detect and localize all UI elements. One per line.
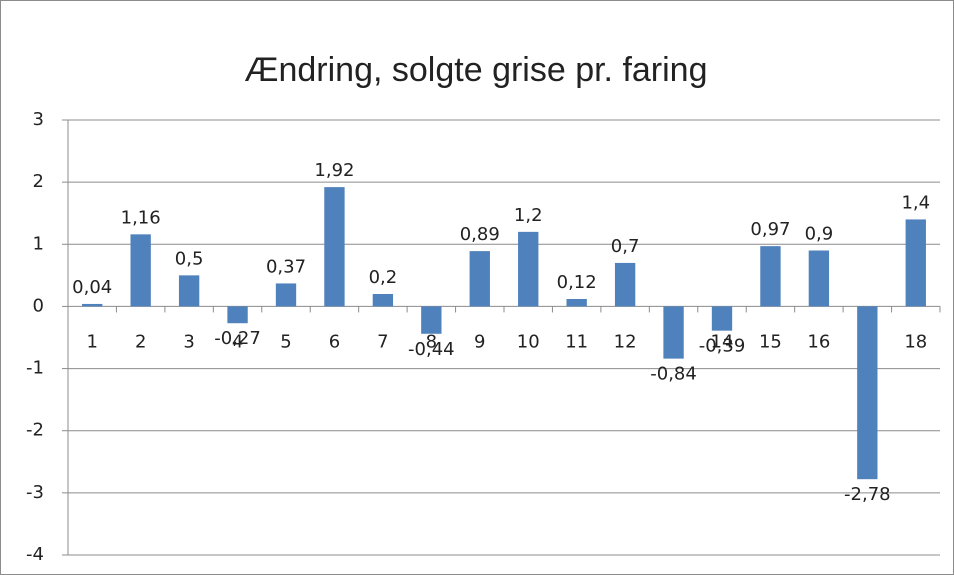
y-tick-label: -1 (26, 358, 44, 379)
x-tick-label: 11 (565, 331, 588, 352)
y-tick-label: -4 (26, 544, 44, 565)
bar (82, 303, 103, 307)
bar (227, 306, 248, 324)
value-label: 0,5 (175, 248, 204, 269)
x-tick-label: 14 (711, 331, 734, 352)
x-tick-label: 16 (807, 331, 830, 352)
x-tick-label: 8 (426, 331, 437, 352)
bar (130, 234, 151, 307)
bar (421, 306, 442, 334)
value-label: -2,78 (844, 484, 891, 505)
bar (905, 219, 926, 307)
value-label: 1,92 (314, 160, 354, 181)
chart-title: Ændring, solgte grise pr. faring (244, 51, 707, 89)
bar (614, 262, 636, 307)
bar (275, 283, 297, 307)
value-label: -0,44 (408, 339, 455, 360)
value-label: 1,16 (121, 207, 161, 228)
x-tick-label: 7 (377, 331, 388, 352)
bar (711, 306, 733, 331)
x-tick-label: 18 (904, 331, 927, 352)
bar (566, 298, 587, 307)
value-label: 0,9 (805, 224, 834, 245)
x-tick-label: 1 (86, 331, 97, 352)
value-label: -0,27 (214, 328, 261, 349)
x-tick-label: 4 (232, 331, 243, 352)
x-tick-label: 3 (183, 331, 194, 352)
value-label: 1,4 (901, 192, 930, 213)
y-tick-label: -3 (26, 482, 44, 503)
bar (372, 294, 394, 307)
value-label: 0,37 (266, 256, 306, 277)
y-tick-label: 2 (33, 171, 44, 192)
value-label: -0,84 (650, 364, 697, 385)
x-tick-label: 5 (280, 331, 291, 352)
x-tick-label: 2 (135, 331, 146, 352)
value-label: 0,7 (611, 236, 640, 257)
value-label: 0,04 (72, 277, 112, 298)
y-tick-label: -2 (26, 420, 44, 441)
value-label: 0,97 (750, 219, 790, 240)
value-label: 0,89 (460, 224, 500, 245)
value-label: 0,2 (369, 267, 398, 288)
bar (324, 187, 345, 307)
y-tick-label: 3 (33, 109, 44, 130)
x-tick-label: 6 (329, 331, 340, 352)
value-label: -0,39 (699, 336, 746, 357)
bar (469, 251, 490, 307)
bar (857, 306, 878, 480)
y-tick-label: 1 (33, 233, 44, 254)
bar (178, 275, 200, 307)
x-tick-label: 15 (759, 331, 782, 352)
x-tick-label: 10 (517, 331, 540, 352)
x-tick-label: 12 (614, 331, 637, 352)
bar (760, 246, 781, 307)
bar (518, 231, 539, 307)
bar (808, 250, 830, 307)
y-tick-label: 0 (33, 295, 44, 316)
x-tick-label: 9 (474, 331, 485, 352)
value-label: 1,2 (514, 205, 543, 226)
value-label: 0,12 (557, 272, 597, 293)
bar (663, 306, 684, 359)
